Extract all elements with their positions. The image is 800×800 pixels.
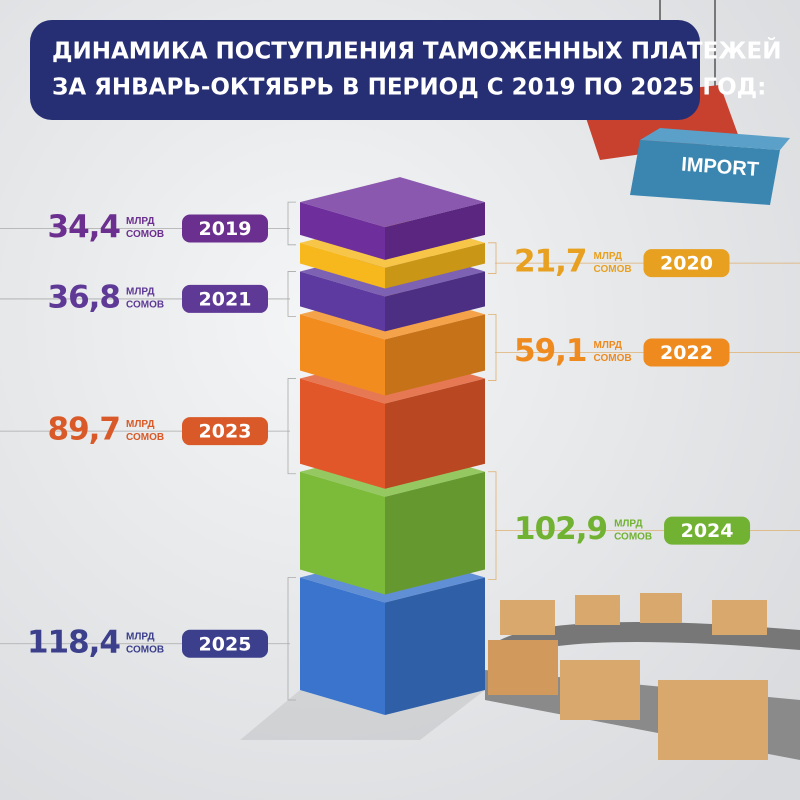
value-label: 59,1 — [514, 333, 587, 369]
block-left — [300, 378, 385, 489]
value-label: 21,7 — [514, 244, 587, 280]
value-label: 34,4 — [48, 209, 121, 245]
block — [300, 552, 485, 715]
unit-label: СОМОВ — [614, 531, 652, 542]
year-label: 2025 — [199, 633, 252, 655]
unit-label: СОМОВ — [126, 644, 164, 655]
year-label: 2022 — [660, 342, 713, 364]
year-pill — [664, 516, 751, 545]
year-label: 2020 — [660, 253, 713, 275]
block-left — [300, 471, 385, 595]
unit-label: МЛРД — [126, 287, 155, 298]
bracket — [287, 378, 296, 475]
unit-label: СОМОВ — [126, 300, 164, 311]
title-box — [30, 20, 700, 120]
block — [300, 177, 485, 260]
block-top — [300, 177, 485, 228]
unit-label: МЛРД — [126, 419, 155, 430]
container-label: IMPORT — [680, 154, 759, 181]
block-top-light — [300, 177, 485, 228]
title-line: ДИНАМИКА ПОСТУПЛЕНИЯ ТАМОЖЕННЫХ ПЛАТЕЖЕЙ — [52, 37, 781, 65]
bracket — [287, 201, 296, 246]
block-right — [385, 471, 485, 595]
block-left — [300, 314, 385, 396]
value-label: 36,8 — [48, 279, 121, 315]
block-shade — [385, 314, 485, 396]
bracket — [287, 577, 296, 701]
value-label: 102,9 — [514, 511, 607, 547]
year-pill — [182, 284, 268, 313]
bracket — [488, 242, 497, 274]
unit-label: МЛРД — [614, 518, 643, 529]
unit-label: МЛРД — [126, 631, 155, 642]
block-shade — [385, 271, 485, 332]
block-left — [300, 202, 385, 260]
bracket — [488, 314, 497, 381]
year-pill — [643, 249, 730, 278]
year-label: 2019 — [199, 218, 252, 240]
block-left — [300, 577, 385, 715]
unit-label: СОМОВ — [126, 229, 164, 240]
unit-label: СОМОВ — [594, 264, 632, 275]
year-label: 2023 — [199, 421, 252, 443]
unit-label: МЛРД — [126, 216, 155, 227]
block-left — [300, 242, 385, 289]
bracket — [488, 471, 497, 580]
bracket — [287, 271, 296, 317]
block-right — [385, 577, 485, 715]
title-line: ЗА ЯНВАРЬ-ОКТЯБРЬ В ПЕРИОД С 2019 ПО 202… — [52, 75, 766, 101]
unit-label: МЛРД — [594, 251, 623, 262]
block-shade — [385, 242, 485, 289]
block-right — [385, 378, 485, 489]
year-label: 2021 — [199, 288, 252, 310]
year-pill — [182, 629, 268, 658]
block-shade — [385, 202, 485, 260]
block-shade — [385, 471, 485, 595]
value-label: 89,7 — [48, 412, 121, 448]
value-label: 118,4 — [27, 624, 120, 660]
year-pill — [182, 417, 268, 446]
year-pill — [182, 214, 268, 243]
year-label: 2024 — [681, 520, 734, 542]
unit-label: СОМОВ — [594, 353, 632, 364]
unit-label: СОМОВ — [126, 432, 164, 443]
block-right — [385, 271, 485, 332]
block-left — [300, 271, 385, 332]
conveyor — [485, 593, 800, 760]
unit-label: МЛРД — [594, 340, 623, 351]
block-shade — [385, 577, 485, 715]
block-right — [385, 242, 485, 289]
block-right — [385, 202, 485, 260]
year-pill — [643, 338, 730, 367]
block-right — [385, 314, 485, 396]
block-shade — [385, 378, 485, 489]
chart: 34,4 МЛРД СОМОВ 2019 21,7 МЛРД СОМОВ 2020 36,8 МЛ… — [0, 177, 800, 740]
shadow — [240, 690, 485, 740]
